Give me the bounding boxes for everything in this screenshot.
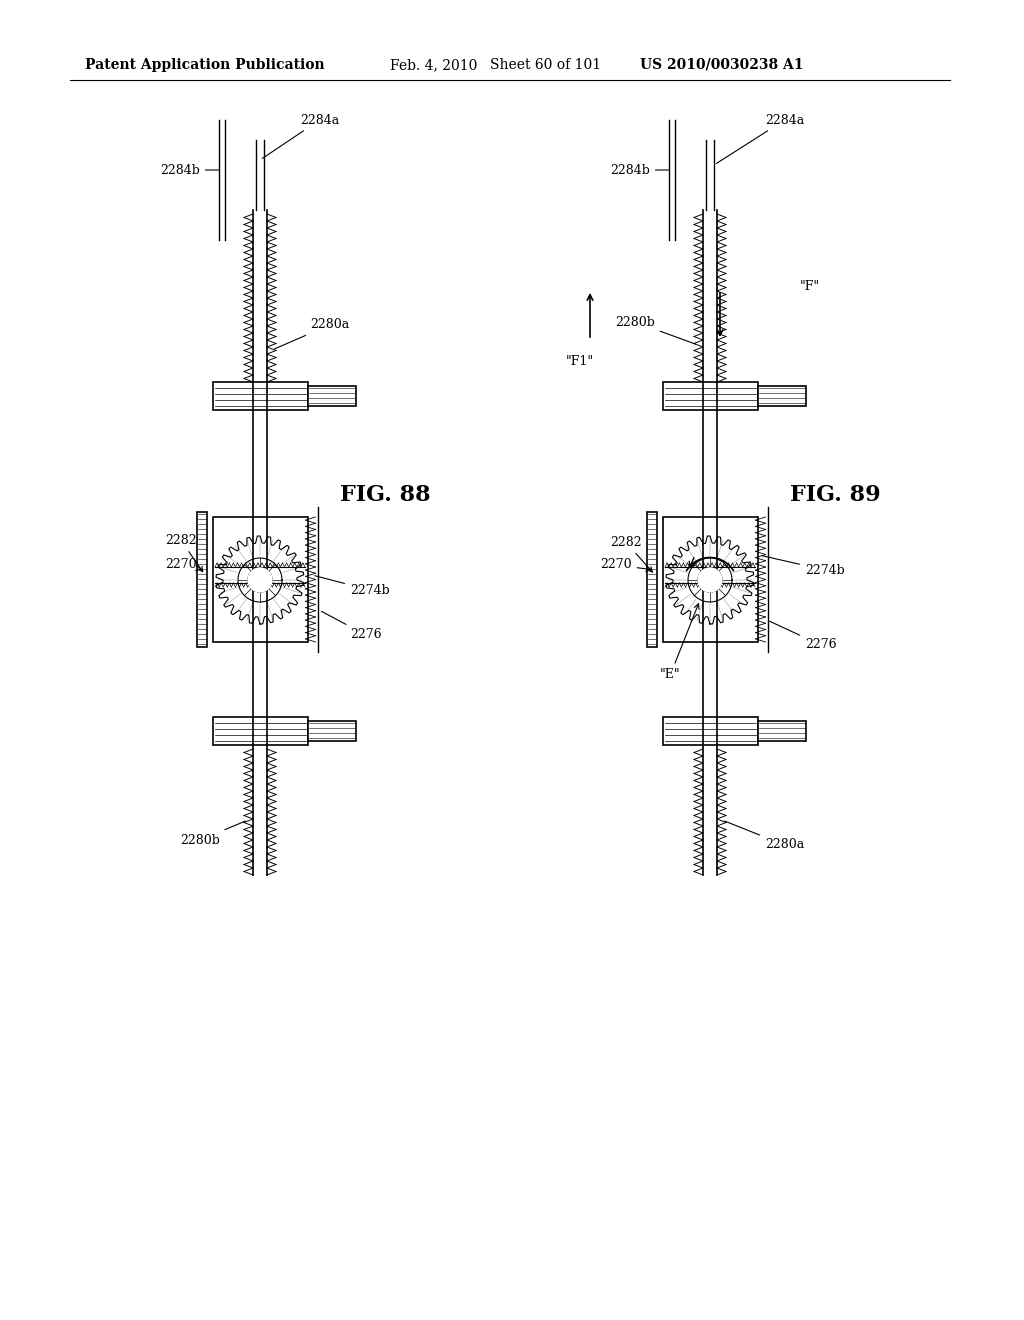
Text: FIG. 89: FIG. 89 bbox=[790, 484, 881, 506]
Text: US 2010/0030238 A1: US 2010/0030238 A1 bbox=[640, 58, 804, 73]
Bar bbox=[663, 517, 758, 642]
Text: 2270: 2270 bbox=[600, 558, 651, 572]
Bar bbox=[213, 717, 307, 744]
Text: 2280b: 2280b bbox=[615, 315, 695, 345]
Text: 2280b: 2280b bbox=[180, 821, 246, 846]
Text: 2274b: 2274b bbox=[762, 556, 845, 577]
Text: 2270: 2270 bbox=[165, 558, 202, 572]
Text: "F": "F" bbox=[800, 280, 820, 293]
Text: 2280a: 2280a bbox=[725, 821, 804, 851]
Bar bbox=[307, 721, 355, 741]
Bar bbox=[758, 721, 806, 741]
Bar bbox=[197, 512, 207, 647]
Text: "F1": "F1" bbox=[566, 355, 594, 368]
Text: Sheet 60 of 101: Sheet 60 of 101 bbox=[490, 58, 601, 73]
Text: 2282: 2282 bbox=[165, 533, 203, 572]
Text: 2276: 2276 bbox=[769, 622, 837, 652]
Circle shape bbox=[248, 568, 272, 591]
Text: 2284b: 2284b bbox=[160, 164, 219, 177]
Text: 2276: 2276 bbox=[322, 611, 382, 642]
Text: 2282: 2282 bbox=[610, 536, 652, 572]
Text: 2284a: 2284a bbox=[262, 114, 339, 158]
Text: Feb. 4, 2010: Feb. 4, 2010 bbox=[390, 58, 477, 73]
Bar bbox=[758, 385, 806, 407]
Text: Patent Application Publication: Patent Application Publication bbox=[85, 58, 325, 73]
Bar bbox=[663, 381, 758, 411]
Bar bbox=[646, 512, 656, 647]
Text: "E": "E" bbox=[660, 603, 699, 681]
Bar bbox=[213, 381, 307, 411]
Bar bbox=[213, 517, 307, 642]
Text: FIG. 88: FIG. 88 bbox=[340, 484, 431, 506]
Text: 2284a: 2284a bbox=[717, 114, 804, 164]
Text: 2284b: 2284b bbox=[610, 164, 670, 177]
Text: 2274b: 2274b bbox=[314, 576, 390, 597]
Text: 2280a: 2280a bbox=[274, 318, 349, 348]
Bar bbox=[307, 385, 355, 407]
Bar bbox=[663, 717, 758, 744]
Circle shape bbox=[698, 568, 722, 591]
